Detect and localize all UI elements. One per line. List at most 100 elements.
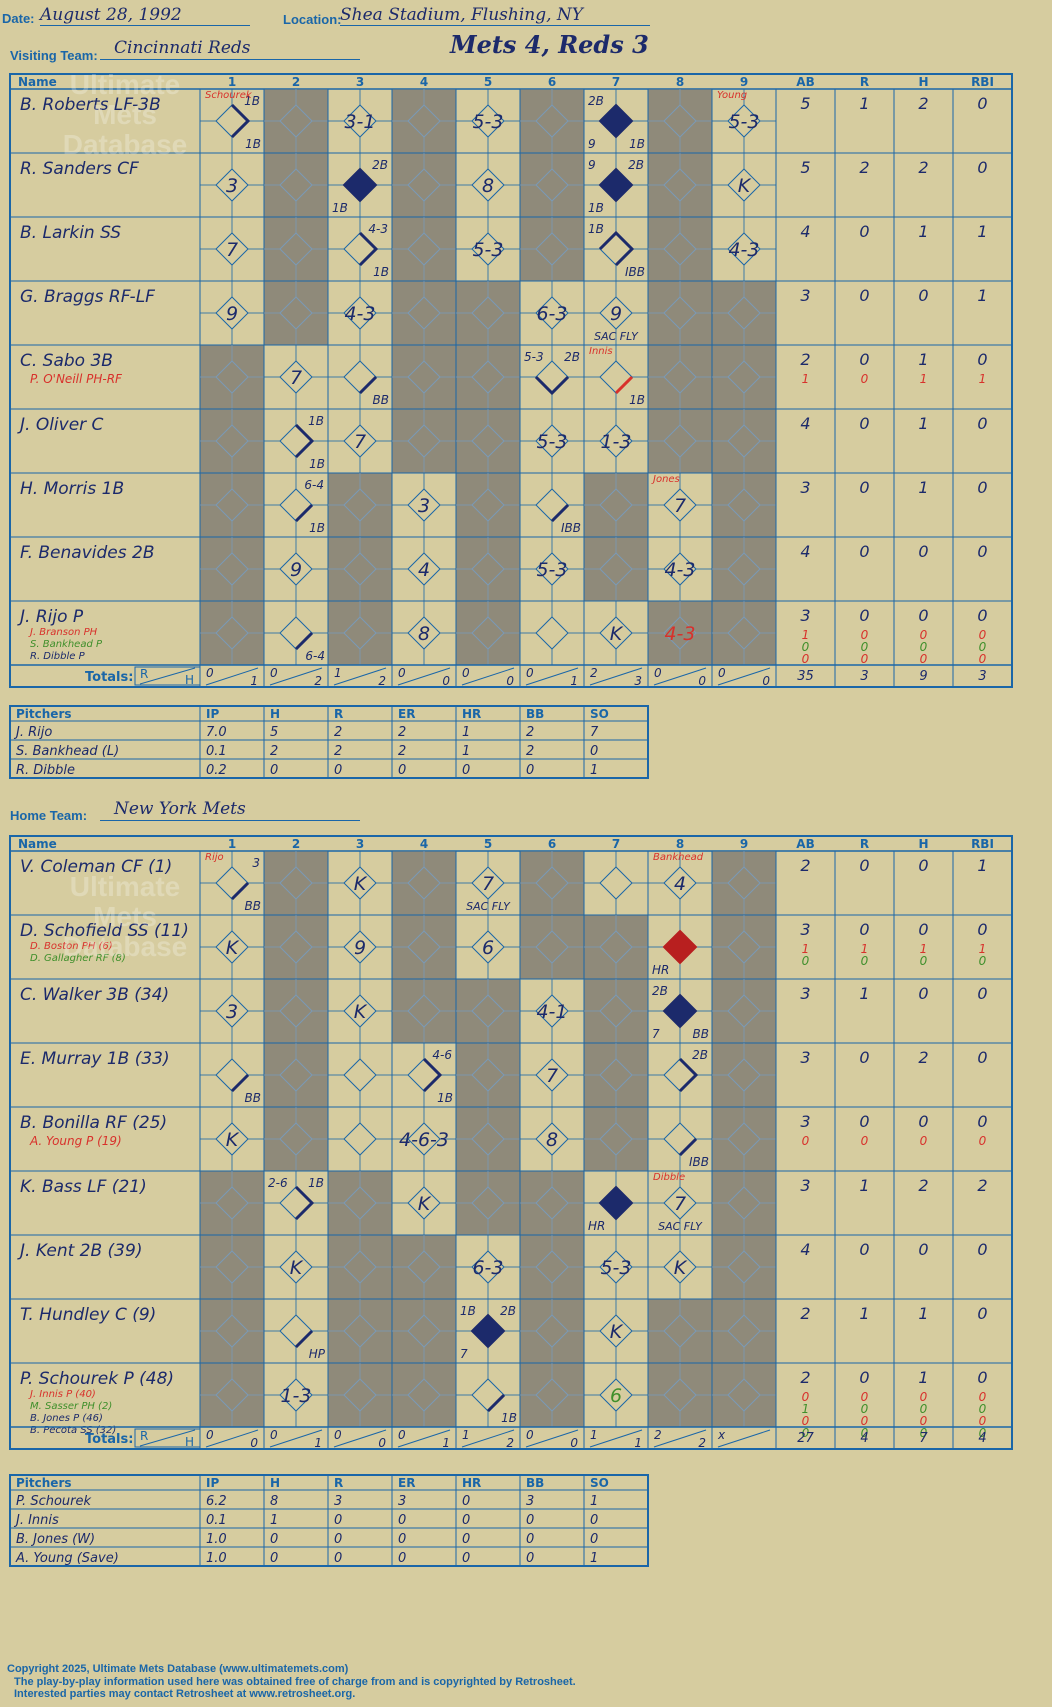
visiting-play-note: 4-3 (368, 222, 388, 236)
home-stat-value: 0 (920, 954, 928, 968)
home-play-note: SAC FLY (658, 1220, 703, 1233)
visiting-inning-header-7: 7 (612, 75, 620, 89)
visiting-substitution-note: Innis (589, 346, 613, 357)
home-basepath (678, 1137, 698, 1157)
home-run-diamond (662, 929, 698, 965)
visiting-play-result: 3 (418, 495, 430, 517)
visiting-play-note: SAC FLY (594, 330, 639, 343)
visiting-stat-value: 0 (861, 652, 869, 666)
visiting-play-result: 8 (418, 623, 430, 645)
visiting-play-note: 1B (244, 94, 260, 108)
visiting-h-key: H (185, 673, 194, 687)
home-batter-name: V. Coleman CF (1) (20, 857, 172, 877)
home-sub-name: B. Pecota SS (32) (30, 1425, 116, 1436)
home-stat-value: 0 (979, 1134, 987, 1148)
home-stat-value: 0 (920, 1134, 928, 1148)
home-stat-value: 0 (977, 1112, 987, 1131)
home-pitching-cell-value: 0 (462, 1513, 470, 1528)
home-pitching-cell-value: 1.0 (206, 1551, 227, 1566)
visiting-stat-value: 0 (861, 640, 869, 654)
home-play-note: IBB (689, 1155, 709, 1169)
home-inning-hits: 0 (570, 1436, 578, 1450)
visiting-inning-hits: 0 (762, 674, 770, 688)
visiting-stat-value: 0 (977, 478, 987, 497)
visiting-pitching-cell-value: 0 (590, 744, 598, 759)
home-pitching-header-bb: BB (526, 1476, 544, 1490)
home-play-note: 2B (692, 1048, 708, 1062)
visiting-batter-name: B. Roberts LF-3B (20, 95, 161, 115)
home-pitching-cell-value: 1 (270, 1513, 278, 1528)
visiting-stat-value: 4 (800, 542, 810, 561)
visiting-batter-name: H. Morris 1B (20, 479, 124, 499)
home-stat-value: 0 (979, 1390, 987, 1404)
home-batter-name: B. Bonilla RF (25) (20, 1113, 167, 1133)
visiting-inning-header-8: 8 (676, 75, 684, 89)
visiting-play-note: 2B (588, 94, 604, 108)
visiting-pitching-header-r: R (334, 707, 343, 721)
home-play-note: 3 (252, 856, 260, 870)
home-pitching-cell-value: J. Innis (13, 1513, 59, 1528)
visiting-pitching-cell-value: 0.1 (206, 744, 227, 759)
home-stat-value: 0 (979, 954, 987, 968)
home-inning-header-9: 9 (740, 837, 748, 851)
visiting-stat-value: 1 (802, 372, 810, 386)
visiting-substitution-note: Jones (651, 474, 680, 485)
visiting-basepath (550, 503, 570, 523)
home-pitching-cell-value: 0.1 (206, 1513, 227, 1528)
visiting-stat-value: 0 (918, 286, 928, 305)
visiting-inning-runs: 0 (206, 666, 214, 680)
home-inning-header-4: 4 (420, 837, 428, 851)
visiting-stat-value: 0 (977, 542, 987, 561)
visiting-stat-value: 1 (918, 414, 928, 433)
visiting-stat-value: 3 (800, 478, 810, 497)
home-pitching-cell-value: 0 (590, 1532, 598, 1547)
home-sub-name: J. Innis P (40) (28, 1389, 96, 1400)
home-inning-runs: 2 (654, 1428, 662, 1442)
home-stat-value: 0 (802, 1426, 810, 1440)
visiting-play-note: IBB (561, 521, 581, 535)
home-play-result: K (290, 1257, 304, 1279)
visiting-stat-header-ab: AB (796, 75, 814, 89)
home-pitching-cell-value: 0 (270, 1551, 278, 1566)
visiting-pitching-header-pitchers: Pitchers (16, 707, 72, 721)
home-pitching-cell-value: 3 (398, 1494, 406, 1509)
visiting-pitching-header-so: SO (590, 707, 609, 721)
home-play-note: 1B (308, 1176, 324, 1190)
visiting-stat-value: 0 (859, 478, 869, 497)
home-pitching-cell-value: 0 (398, 1513, 406, 1528)
home-pitching-cell-value: 3 (526, 1494, 534, 1509)
home-pitching-cell-value: P. Schourek (16, 1494, 91, 1509)
visiting-inning-hits: 2 (314, 674, 322, 688)
visiting-inning-hits: 0 (698, 674, 706, 688)
retrosheet-line: The play-by-play information used here w… (14, 1676, 576, 1688)
visiting-stat-value: 0 (802, 652, 810, 666)
home-total-cell (952, 1426, 1013, 1450)
home-sub-name: B. Jones P (46) (30, 1413, 103, 1424)
visiting-pitching-header-ip: IP (206, 707, 219, 721)
visiting-stat-header-rbi: RBI (971, 75, 994, 89)
home-stat-value: 0 (977, 984, 987, 1003)
home-stat-value: 0 (979, 1414, 987, 1428)
visiting-play-result: 5-3 (728, 111, 759, 133)
visiting-stat-value: 0 (920, 640, 928, 654)
visiting-play-result: K (610, 623, 624, 645)
home-stat-value: 0 (918, 984, 928, 1003)
visiting-pitching-header-hr: HR (462, 707, 481, 721)
visiting-pitching-cell-value: 2 (334, 725, 342, 740)
visiting-stat-value: 0 (859, 542, 869, 561)
home-play-result: K (674, 1257, 688, 1279)
home-play-result: K (418, 1193, 432, 1215)
visiting-totals-label: Totals: (85, 670, 133, 685)
home-stat-value: 1 (802, 1402, 810, 1416)
home-team-name: New York Mets (100, 799, 360, 821)
home-inning-header-8: 8 (676, 837, 684, 851)
visiting-stat-value: 4 (800, 222, 810, 241)
visiting-stat-value: 0 (859, 350, 869, 369)
visiting-stat-value: 1 (977, 286, 987, 305)
home-inning-runs: 1 (590, 1428, 598, 1442)
home-batter-name: K. Bass LF (21) (20, 1177, 147, 1197)
home-inning-header-2: 2 (292, 837, 300, 851)
visiting-pitching-cell-value: 7.0 (206, 725, 227, 740)
visiting-basepath (230, 103, 251, 139)
